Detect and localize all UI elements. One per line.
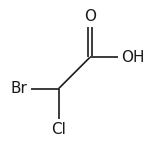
Text: O: O <box>84 8 96 24</box>
Text: Cl: Cl <box>51 122 66 138</box>
Text: OH: OH <box>121 50 145 65</box>
Text: Br: Br <box>11 81 27 96</box>
